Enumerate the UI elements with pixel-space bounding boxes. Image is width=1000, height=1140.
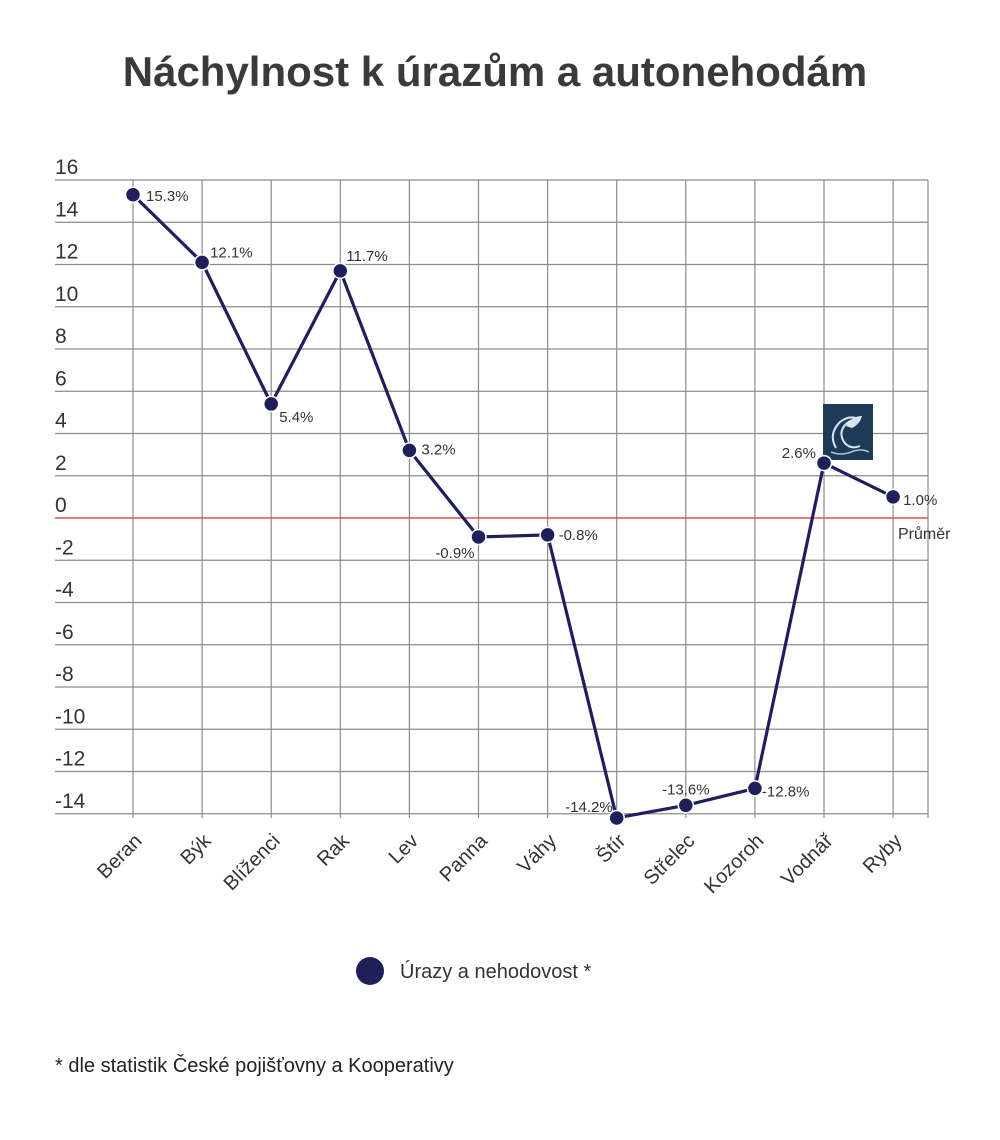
data-labels: 15.3% 12.1% 5.4% 11.7% 3.2% -0.9% -0.8% -14.2% -… bbox=[146, 188, 937, 816]
aquarius-icon bbox=[823, 404, 873, 460]
data-point bbox=[470, 528, 487, 546]
data-label: 12.1% bbox=[210, 244, 253, 261]
y-tick-label: 4 bbox=[55, 410, 67, 433]
y-tick-label: -6 bbox=[55, 621, 74, 644]
y-tick-label: -14 bbox=[55, 790, 86, 813]
data-label: 1.0% bbox=[903, 492, 937, 509]
y-tick-label: 0 bbox=[55, 494, 67, 517]
data-label: -0.9% bbox=[435, 545, 474, 562]
x-tick-label: Býk bbox=[177, 829, 217, 869]
data-label: -0.8% bbox=[559, 527, 598, 544]
y-tick-label: 14 bbox=[55, 198, 79, 221]
series-line bbox=[131, 193, 894, 820]
data-point bbox=[124, 186, 142, 204]
y-tick-label: -4 bbox=[55, 579, 74, 602]
data-point bbox=[608, 809, 625, 827]
y-tick-label: 10 bbox=[55, 283, 78, 306]
x-tick-label: Beran bbox=[93, 830, 146, 883]
y-tick-label: -12 bbox=[55, 748, 85, 771]
x-tick-label: Ryby bbox=[859, 830, 907, 878]
x-tick-label: Štír bbox=[592, 829, 631, 868]
y-tick-label: -8 bbox=[55, 663, 74, 686]
footnote: * dle statistik České pojišťovny a Koope… bbox=[55, 1054, 454, 1077]
average-line-label: Průměr bbox=[898, 525, 951, 543]
data-point bbox=[262, 395, 280, 413]
data-point bbox=[677, 797, 695, 814]
data-label: -12.8% bbox=[762, 783, 810, 800]
data-point bbox=[332, 262, 349, 280]
x-tick-label: Lev bbox=[385, 830, 423, 868]
y-tick-label: 16 bbox=[55, 156, 78, 179]
x-tick-label: Rak bbox=[313, 829, 354, 870]
legend-marker bbox=[356, 957, 384, 985]
data-point bbox=[401, 442, 418, 459]
data-point bbox=[539, 526, 556, 544]
y-tick-label: 2 bbox=[55, 452, 67, 475]
data-point bbox=[815, 454, 833, 472]
grid bbox=[55, 179, 929, 818]
y-tick-label: 12 bbox=[55, 241, 78, 264]
data-point bbox=[193, 254, 211, 271]
y-tick-label: -10 bbox=[55, 705, 85, 728]
data-label: 2.6% bbox=[782, 445, 816, 462]
average-line: Průměr bbox=[55, 517, 951, 543]
aquarius-icon-layer bbox=[823, 404, 873, 460]
data-label: 3.2% bbox=[421, 441, 455, 458]
x-tick-label: Kozoroh bbox=[700, 830, 768, 898]
data-label: 11.7% bbox=[346, 248, 387, 265]
y-tick-label: -2 bbox=[55, 536, 74, 559]
x-tick-label: Váhy bbox=[513, 830, 561, 878]
data-label: -13.6% bbox=[662, 781, 710, 798]
x-tick-label: Blíženci bbox=[220, 830, 285, 895]
y-tick-label: 8 bbox=[55, 325, 67, 348]
y-axis-ticks: 16 14 12 10 8 6 4 2 0 -2 -4 -6 -8 -10 -12 -14 bbox=[55, 156, 86, 813]
data-point bbox=[746, 780, 764, 797]
data-label: -14.2% bbox=[565, 799, 613, 816]
data-label: 5.4% bbox=[279, 409, 313, 426]
chart-title: Náchylnost k úrazům a autonehodám bbox=[123, 48, 867, 95]
data-point bbox=[884, 488, 902, 506]
x-tick-label: Panna bbox=[436, 829, 493, 886]
x-tick-label: Střelec bbox=[640, 830, 700, 890]
y-tick-label: 6 bbox=[55, 367, 67, 390]
series-path bbox=[131, 193, 894, 820]
x-axis-ticks: Beran Býk Blíženci Rak Lev Panna Váhy Štír Střel… bbox=[93, 829, 906, 898]
x-tick-label: Vodnář bbox=[777, 829, 838, 890]
data-points bbox=[124, 186, 902, 827]
data-label: 15.3% bbox=[146, 188, 189, 205]
legend-label: Úrazy a nehodovost * bbox=[400, 960, 591, 983]
legend: Úrazy a nehodovost * bbox=[356, 957, 591, 985]
